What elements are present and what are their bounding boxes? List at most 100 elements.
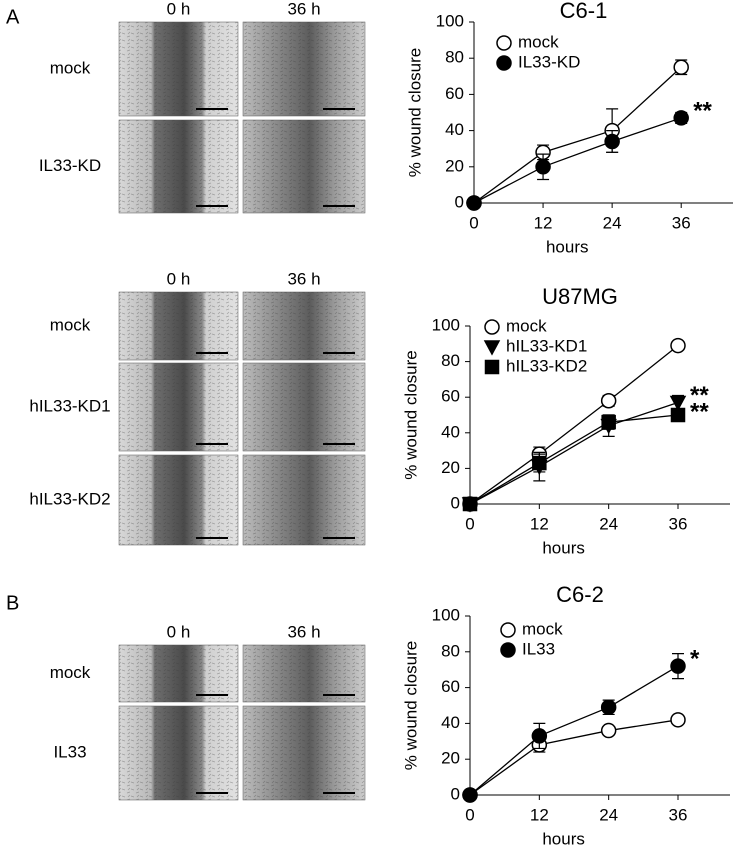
legend-marker (496, 35, 512, 51)
micrograph-texture (243, 645, 365, 702)
y-tick-label: 40 (445, 120, 464, 139)
row-label: IL33 (53, 742, 86, 761)
y-tick-label: 60 (441, 387, 460, 406)
micrograph-texture (119, 120, 238, 213)
marker (600, 393, 617, 409)
chart-title: C6-1 (560, 0, 608, 23)
panel-label: B (6, 592, 19, 614)
marker (535, 159, 551, 175)
marker (600, 699, 617, 716)
marker (466, 195, 482, 211)
y-tick-label: 60 (445, 84, 464, 103)
y-tick-label: 80 (445, 48, 464, 67)
annotation: ** (690, 382, 709, 409)
x-axis-label: hours (546, 237, 589, 256)
micrograph-texture (243, 22, 365, 116)
series-line (469, 401, 679, 505)
row-label: IL33-KD (39, 156, 101, 175)
micrograph-texture (119, 292, 238, 360)
y-tick-label: 100 (432, 315, 460, 334)
y-tick-label: 60 (441, 677, 460, 696)
y-tick-label: 20 (445, 156, 464, 175)
marker (670, 337, 686, 354)
y-tick-label: 0 (455, 192, 464, 211)
micrograph-texture (119, 363, 238, 451)
x-tick-label: 12 (530, 514, 549, 533)
y-tick-label: 20 (441, 458, 460, 477)
x-tick-label: 0 (469, 213, 478, 232)
legend-marker (500, 642, 516, 658)
marker (604, 133, 620, 150)
legend-label: mock (522, 619, 563, 638)
y-tick-label: 100 (436, 11, 464, 30)
marker (670, 712, 686, 728)
marker (532, 455, 547, 471)
annotation: ** (690, 398, 709, 425)
y-tick-label: 80 (441, 641, 460, 660)
x-tick-label: 24 (599, 805, 618, 824)
legend-marker (496, 55, 512, 71)
row-label: hIL33-KD1 (29, 396, 110, 415)
series-line (469, 345, 679, 505)
x-tick-label: 0 (465, 514, 474, 533)
marker (601, 414, 616, 430)
legend-marker (500, 622, 516, 638)
micrograph-texture (243, 292, 365, 360)
x-tick-label: 24 (599, 514, 618, 533)
micrograph-texture (119, 645, 238, 702)
panel-label: A (6, 6, 20, 28)
series-line (473, 117, 682, 204)
legend-label: mock (506, 316, 547, 335)
legend-marker (484, 359, 500, 375)
micrograph-texture (243, 363, 365, 451)
marker (531, 728, 548, 744)
legend-label: IL33 (522, 639, 555, 658)
x-axis-label: hours (542, 538, 585, 557)
micrograph-texture (119, 22, 238, 116)
column-header: 36 h (287, 622, 320, 641)
row-label: mock (50, 58, 91, 77)
x-tick-label: 36 (672, 213, 691, 232)
marker (462, 496, 478, 512)
row-label: mock (50, 663, 91, 682)
series-line (469, 414, 679, 505)
micrograph-texture (119, 455, 238, 545)
marker (669, 395, 687, 412)
y-tick-label: 20 (441, 749, 460, 768)
column-header: 0 h (167, 622, 191, 641)
series-line (469, 719, 679, 796)
micrograph-texture (119, 706, 238, 800)
legend-label: hIL33-KD2 (506, 356, 587, 375)
x-tick-label: 36 (669, 514, 688, 533)
y-tick-label: 0 (451, 493, 460, 512)
column-header: 0 h (167, 269, 191, 288)
legend-marker (483, 340, 501, 356)
y-tick-label: 100 (432, 605, 460, 624)
x-axis-label: hours (542, 829, 585, 848)
column-header: 36 h (287, 0, 320, 18)
row-label: mock (50, 315, 91, 334)
micrograph-texture (243, 120, 365, 213)
marker (670, 407, 686, 423)
annotation: * (690, 645, 700, 672)
x-tick-label: 24 (603, 213, 622, 232)
series-line (473, 66, 682, 204)
annotation: ** (693, 97, 712, 124)
marker (673, 110, 689, 126)
micrograph-texture (243, 706, 365, 800)
column-header: 0 h (167, 0, 191, 18)
y-axis-label: % wound closure (401, 641, 420, 770)
micrograph-texture (243, 455, 365, 545)
row-label: hIL33-KD2 (29, 489, 110, 508)
x-tick-label: 36 (669, 805, 688, 824)
legend-label: hIL33-KD1 (506, 336, 587, 355)
marker (462, 787, 478, 803)
legend-label: mock (518, 32, 559, 51)
x-tick-label: 12 (534, 213, 553, 232)
y-axis-label: % wound closure (405, 48, 424, 177)
column-header: 36 h (287, 269, 320, 288)
y-tick-label: 40 (441, 422, 460, 441)
x-tick-label: 12 (530, 805, 549, 824)
x-tick-label: 0 (465, 805, 474, 824)
